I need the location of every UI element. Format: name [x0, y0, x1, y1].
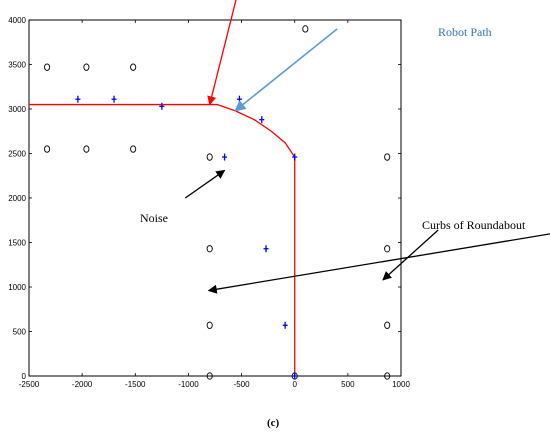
x-tick-label: -1500 — [125, 380, 146, 389]
y-tick-label: 4000 — [8, 16, 26, 25]
x-tick-label: -2500 — [19, 380, 40, 389]
noise-point — [75, 95, 81, 103]
annotation-noise: Noise — [140, 211, 168, 225]
curb-point — [44, 145, 51, 153]
curb-point — [130, 63, 137, 71]
y-tick-label: 2500 — [8, 150, 26, 159]
noise-point — [292, 153, 298, 161]
x-tick-label: 0 — [292, 380, 297, 389]
noise-point — [259, 116, 265, 124]
robot-path-layer — [29, 103, 296, 376]
x-tick-label: -500 — [234, 380, 251, 389]
x-tick-label: -2000 — [72, 380, 93, 389]
y-tick-label: 500 — [13, 328, 27, 337]
y-tick-label: 3000 — [8, 105, 26, 114]
data-marks — [44, 25, 391, 380]
axis-ticks: -2500 -2000 -1500 -1000 -500 0 500 1000 0 500 1000… — [8, 16, 410, 389]
plot-frame — [28, 19, 402, 377]
y-tick-label: 0 — [22, 372, 27, 381]
x-tick-label: -1000 — [178, 380, 199, 389]
annotation-arrow — [207, 233, 550, 294]
annotation-arrow — [184, 169, 226, 199]
curb-point — [206, 245, 213, 253]
annotation-curbs: Curbs of Roundabout — [422, 218, 526, 232]
annotation-arrows — [184, 0, 550, 294]
curb-point — [384, 372, 391, 380]
noise-point — [282, 321, 288, 329]
annotation-arrow — [207, 0, 237, 106]
curb-point — [83, 63, 90, 71]
curb-point — [384, 245, 391, 253]
curb-point — [384, 321, 391, 329]
noise-point — [236, 95, 242, 103]
curb-point — [83, 145, 90, 153]
annotation-robot-path: Robot Path — [438, 25, 492, 39]
curb-point — [130, 145, 137, 153]
y-tick-label: 1500 — [8, 239, 26, 248]
curb-point — [206, 372, 213, 380]
annotation-arrow — [234, 28, 338, 112]
y-tick-label: 1000 — [8, 283, 26, 292]
curb-point — [206, 321, 213, 329]
noise-point — [292, 372, 298, 380]
x-tick-label: 500 — [341, 380, 355, 389]
figure-caption: (c) — [267, 417, 280, 429]
y-tick-label: 3500 — [8, 61, 26, 70]
curb-point — [44, 63, 51, 71]
noise-point — [263, 245, 269, 253]
robot-path-line — [29, 103, 296, 376]
curb-point — [206, 153, 213, 161]
x-tick-label: 1000 — [392, 380, 410, 389]
noise-point — [159, 102, 165, 110]
curb-point — [302, 25, 309, 33]
noise-point — [111, 95, 117, 103]
annotation-arrow — [382, 229, 439, 281]
noise-point — [222, 153, 228, 161]
curb-point — [384, 153, 391, 161]
y-tick-label: 2000 — [8, 194, 26, 203]
